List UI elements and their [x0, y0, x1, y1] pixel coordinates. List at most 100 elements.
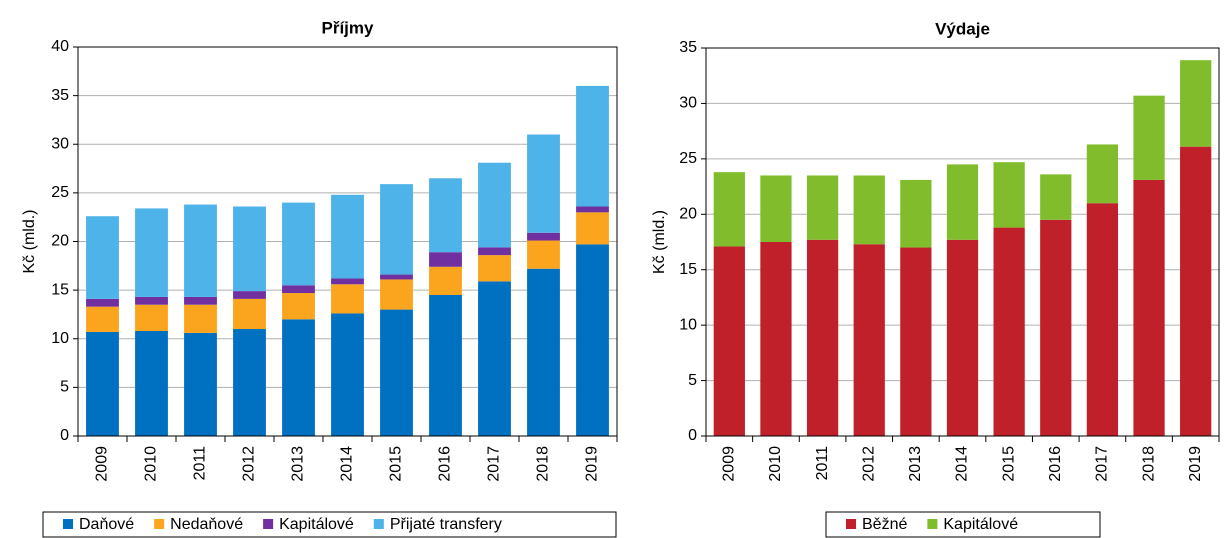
bar-segment — [900, 247, 932, 436]
bar-segment — [184, 332, 217, 436]
bar-segment — [1180, 146, 1212, 437]
x-tick-label: 2014 — [339, 446, 356, 482]
y-tick-label: 5 — [688, 372, 697, 389]
x-tick-label: 2012 — [241, 446, 258, 482]
y-axis-label: Kč (mld.) — [21, 210, 38, 274]
bar-segment — [86, 306, 119, 332]
legend-frame — [825, 511, 1101, 538]
bar-segment — [233, 291, 266, 299]
x-tick-label: 2011 — [192, 446, 209, 481]
y-tick-label: 20 — [679, 206, 697, 223]
x-tick-label: 2016 — [437, 446, 454, 482]
x-tick-label: 2018 — [535, 446, 552, 482]
legend-label: Nedaňové — [170, 516, 243, 533]
bar-segment — [380, 309, 413, 436]
bar-segment — [527, 268, 560, 436]
x-tick-label: 2012 — [860, 446, 877, 482]
bar-segment — [1133, 179, 1165, 437]
y-tick-label: 20 — [51, 233, 69, 250]
bar-segment — [233, 206, 266, 292]
bar-segment — [853, 175, 885, 245]
bar-segment — [1180, 60, 1212, 147]
bar-segment — [429, 266, 462, 295]
y-tick-label: 15 — [51, 281, 69, 298]
bar-segment — [527, 240, 560, 269]
y-tick-label: 40 — [51, 38, 69, 55]
bar-segment — [233, 298, 266, 330]
bar-segment — [993, 227, 1025, 436]
bar-segment — [282, 285, 315, 294]
bar-segment — [184, 204, 217, 297]
bar-segment — [576, 212, 609, 245]
bar-segment — [527, 232, 560, 241]
bar-segment — [184, 296, 217, 305]
legend-label: Běžné — [862, 516, 907, 533]
bar-segment — [331, 313, 364, 436]
y-tick-label: 25 — [679, 150, 697, 167]
y-tick-label: 30 — [51, 135, 69, 152]
chart-title: Příjmy — [322, 18, 375, 37]
y-tick-label: 25 — [51, 184, 69, 201]
legend-swatch — [263, 519, 274, 529]
x-tick-label: 2018 — [1140, 446, 1157, 482]
y-axis-label: Kč (mld.) — [651, 210, 668, 274]
bar-segment — [713, 172, 745, 247]
x-tick-label: 2013 — [290, 446, 307, 482]
x-tick-label: 2009 — [94, 446, 111, 482]
legend: Daňové Nedaňové Kapitálové Přijaté transfer… — [42, 511, 617, 538]
y-tick-label: 10 — [679, 316, 697, 333]
bar-segment — [331, 194, 364, 279]
bar-segment — [184, 304, 217, 333]
chart: Příjmy Kč (mld.) 0 5 10 15 20 25 30 35 40 2009 2010 2… — [21, 18, 618, 538]
bar-segment — [478, 162, 511, 248]
legend-swatch — [927, 519, 938, 529]
bar-segment — [331, 284, 364, 314]
x-tick-label: 2010 — [767, 446, 784, 482]
x-tick-label: 2017 — [1094, 446, 1111, 482]
bar-segment — [1040, 219, 1072, 436]
x-tick-label: 2014 — [954, 446, 971, 482]
bar-segment — [946, 164, 979, 240]
x-tick-label: 2019 — [1187, 446, 1204, 482]
x-tick-label: 2011 — [814, 446, 831, 481]
chart-title: Výdaje — [935, 19, 990, 38]
x-tick-label: 2015 — [388, 446, 405, 482]
bar-segment — [478, 255, 511, 282]
bar-segment — [86, 331, 119, 436]
bar-segment — [713, 246, 745, 436]
bar-segment — [233, 329, 266, 436]
bar-segment — [135, 296, 168, 305]
legend-label: Daňové — [79, 516, 134, 533]
legend: Běžné Kapitálové — [825, 511, 1101, 538]
legend-label: Kapitálové — [279, 516, 354, 533]
legend-swatch — [63, 519, 73, 529]
bar-segment — [135, 330, 168, 436]
bar-segment — [527, 134, 560, 233]
bar-segment — [1133, 95, 1165, 180]
bar-segment — [576, 244, 609, 436]
bar-segment — [1086, 144, 1119, 204]
bar-segment — [282, 202, 315, 286]
x-tick-label: 2019 — [584, 446, 601, 482]
bar-segment — [576, 85, 609, 207]
bar-segment — [1040, 174, 1072, 220]
x-tick-label: 2010 — [143, 446, 160, 482]
bar-segment — [429, 294, 462, 436]
legend-label: Kapitálové — [943, 516, 1018, 533]
legend-frame — [42, 511, 617, 538]
bar-segment — [429, 178, 462, 253]
x-tick-label: 2015 — [1000, 446, 1017, 482]
legend-swatch — [154, 519, 165, 529]
bar-segment — [576, 206, 609, 213]
y-tick-label: 0 — [688, 427, 697, 444]
bar-segment — [993, 162, 1025, 228]
bar-segment — [135, 304, 168, 331]
bar-segment — [760, 175, 792, 242]
bar-segment — [900, 179, 932, 248]
y-tick-label: 0 — [60, 427, 69, 444]
bar-segment — [429, 252, 462, 267]
legend-swatch — [846, 519, 856, 529]
x-tick-label: 2013 — [907, 446, 924, 482]
bar-segment — [478, 281, 511, 436]
